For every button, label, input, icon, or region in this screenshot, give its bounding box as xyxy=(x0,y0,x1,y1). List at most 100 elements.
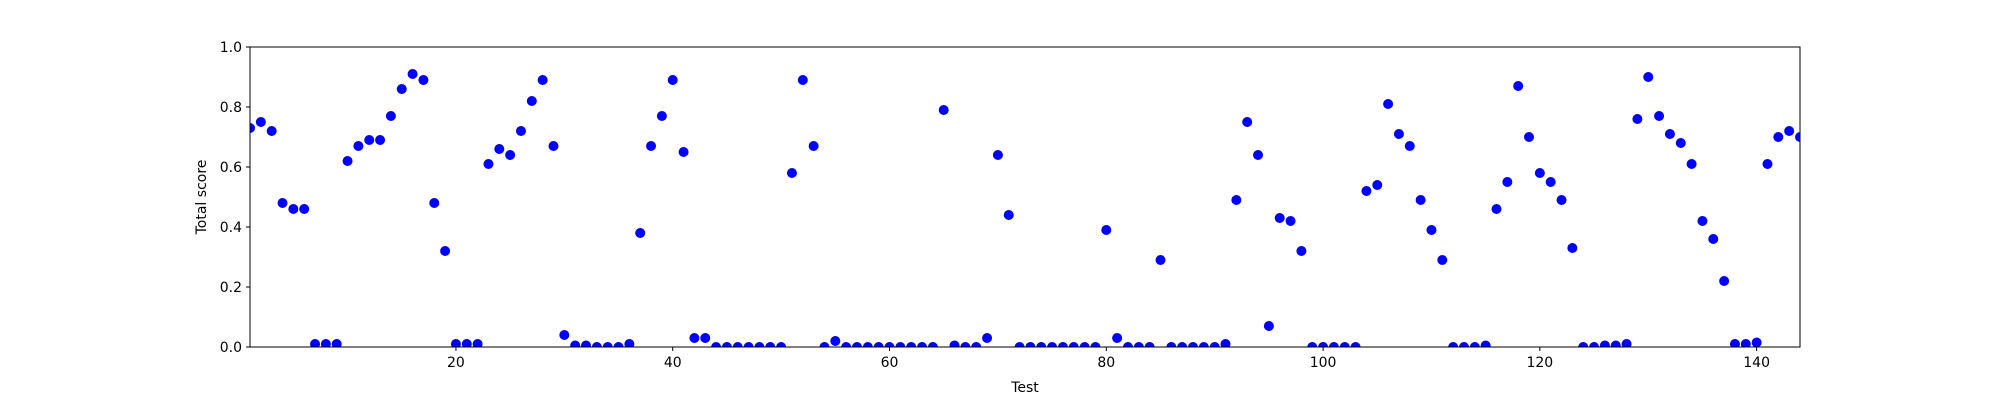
data-point xyxy=(472,339,483,347)
data-point xyxy=(1664,129,1675,139)
data-point xyxy=(548,141,559,151)
data-point xyxy=(385,111,396,121)
data-point xyxy=(1057,342,1068,347)
data-point xyxy=(250,123,255,133)
data-point xyxy=(1220,339,1231,347)
data-point xyxy=(1079,342,1090,347)
data-point xyxy=(537,75,548,85)
data-point xyxy=(873,342,884,347)
x-axis-label: Test xyxy=(1010,380,1039,396)
data-point xyxy=(1339,342,1350,347)
data-point xyxy=(1545,177,1556,187)
data-point xyxy=(808,141,819,151)
data-point xyxy=(743,342,754,347)
data-point xyxy=(1502,177,1513,187)
data-point xyxy=(982,333,993,343)
data-point xyxy=(895,342,906,347)
data-point xyxy=(1068,342,1079,347)
data-point xyxy=(266,126,277,136)
data-point xyxy=(1144,342,1155,347)
x-tick-label: 140 xyxy=(1743,355,1770,371)
data-point xyxy=(1556,195,1567,205)
data-point xyxy=(1578,342,1589,347)
data-point xyxy=(1458,342,1469,347)
data-point xyxy=(851,342,862,347)
data-point xyxy=(288,204,299,214)
data-point xyxy=(1361,186,1372,196)
x-tick-label: 60 xyxy=(881,355,899,371)
y-tick-label: 0.4 xyxy=(220,220,242,236)
data-point xyxy=(776,342,787,347)
data-point xyxy=(1036,342,1047,347)
data-point xyxy=(483,159,494,169)
data-point xyxy=(1274,213,1285,223)
x-tick-label: 20 xyxy=(447,355,465,371)
data-point xyxy=(1177,342,1188,347)
y-tick-label: 0.6 xyxy=(220,160,242,176)
data-point xyxy=(461,339,472,347)
data-point xyxy=(515,126,526,136)
data-point xyxy=(1599,340,1610,347)
data-point xyxy=(862,342,873,347)
data-point xyxy=(364,135,375,145)
data-point xyxy=(1231,195,1242,205)
data-point xyxy=(667,75,678,85)
data-point xyxy=(927,342,938,347)
data-point xyxy=(732,342,743,347)
data-point xyxy=(559,330,570,340)
data-point xyxy=(505,150,516,160)
data-point xyxy=(1469,342,1480,347)
data-point xyxy=(786,168,797,178)
data-point xyxy=(960,342,971,347)
data-point xyxy=(581,340,592,347)
data-point xyxy=(656,111,667,121)
data-point xyxy=(992,150,1003,160)
data-point xyxy=(797,75,808,85)
data-point xyxy=(1404,141,1415,151)
x-tick-label: 80 xyxy=(1097,355,1115,371)
data-point xyxy=(819,342,830,347)
x-tick-label: 100 xyxy=(1310,355,1337,371)
data-point xyxy=(407,69,418,79)
data-point xyxy=(1632,114,1643,124)
data-point xyxy=(1101,225,1112,235)
data-point xyxy=(1437,255,1448,265)
y-tick-label: 0.2 xyxy=(220,280,242,296)
data-point xyxy=(255,117,266,127)
data-point xyxy=(841,342,852,347)
data-point xyxy=(1112,333,1123,343)
data-point xyxy=(494,144,505,154)
data-point xyxy=(396,84,407,94)
data-point xyxy=(1253,150,1264,160)
data-point xyxy=(906,342,917,347)
data-point xyxy=(1675,138,1686,148)
data-point xyxy=(1155,255,1166,265)
data-point xyxy=(440,246,451,256)
data-point xyxy=(418,75,429,85)
x-tick-label: 120 xyxy=(1526,355,1553,371)
data-point xyxy=(1729,339,1740,347)
x-tick-label: 40 xyxy=(664,355,682,371)
data-point xyxy=(1350,342,1361,347)
data-point xyxy=(1318,342,1329,347)
data-point xyxy=(624,339,635,347)
data-point xyxy=(1654,111,1665,121)
data-point xyxy=(1025,342,1036,347)
data-point xyxy=(429,198,440,208)
data-point xyxy=(1589,342,1600,347)
y-axis-label: Total score xyxy=(194,160,210,236)
data-point xyxy=(1263,321,1274,331)
y-tick-label: 0.0 xyxy=(220,340,242,356)
data-point xyxy=(1686,159,1697,169)
data-point xyxy=(1047,342,1058,347)
data-point xyxy=(917,342,928,347)
data-point xyxy=(1448,342,1459,347)
data-point xyxy=(1740,339,1751,347)
data-point xyxy=(1480,340,1491,347)
data-point xyxy=(526,96,537,106)
y-tick-label: 1.0 xyxy=(220,40,242,56)
data-point xyxy=(320,339,331,347)
data-point xyxy=(830,336,841,346)
data-point xyxy=(277,198,288,208)
